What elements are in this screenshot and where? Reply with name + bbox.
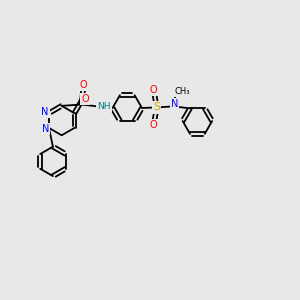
Text: O: O — [81, 94, 89, 104]
Text: O: O — [149, 120, 157, 130]
Text: CH₃: CH₃ — [174, 87, 190, 96]
Text: O: O — [79, 80, 87, 90]
Text: N: N — [171, 99, 178, 109]
Text: N: N — [41, 107, 49, 117]
Text: N: N — [42, 124, 50, 134]
Text: NH: NH — [97, 102, 111, 111]
Text: S: S — [153, 102, 160, 112]
Text: O: O — [149, 85, 157, 95]
